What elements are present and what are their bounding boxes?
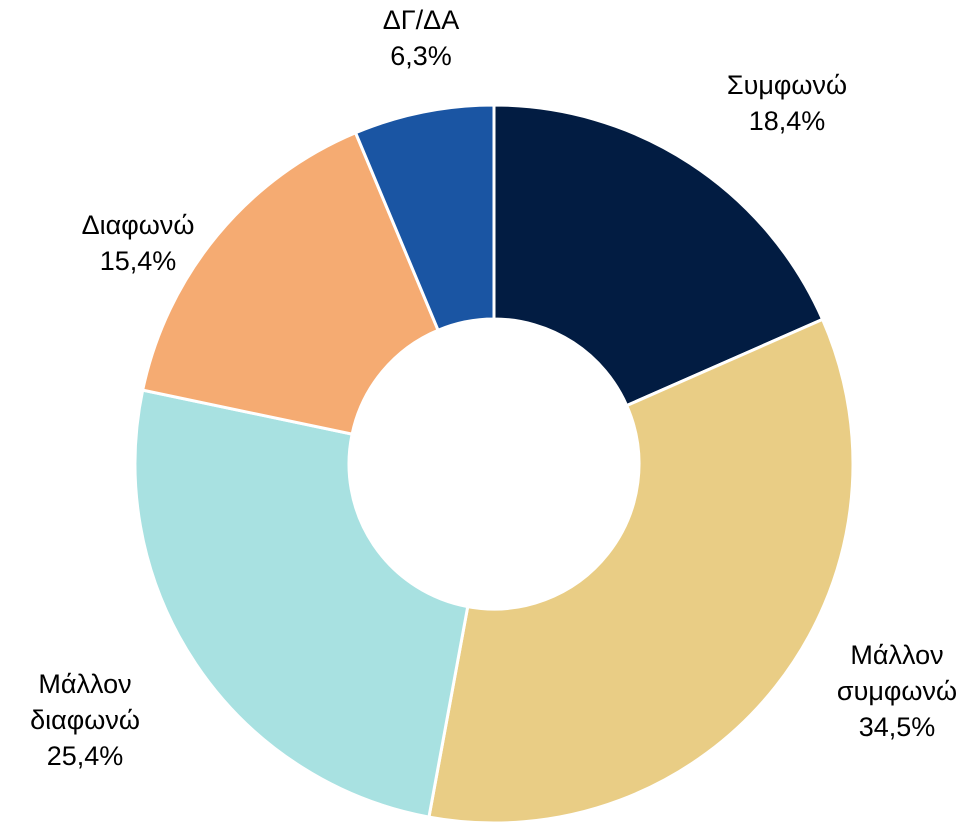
value-label: 6,3% [390,41,452,71]
slice-label: Μάλλον διαφωνώ 25,4% [5,666,165,774]
value-label: 34,5% [858,712,936,742]
slice-label: Μάλλον συμφωνώ 34,5% [817,637,974,745]
slice-label: Διαφωνώ 15,4% [58,207,218,279]
value-label: 25,4% [46,741,124,771]
donut-slice [133,388,470,819]
donut-slice [427,317,855,823]
donut-slice [492,103,825,408]
category-label: Μάλλον συμφωνώ [836,640,958,706]
category-label: Συμφωνώ [726,70,848,100]
donut-slice [353,103,496,333]
value-label: 15,4% [99,246,177,276]
slice-label: Συμφωνώ 18,4% [707,67,867,139]
donut-slice [140,130,441,436]
category-label: Διαφωνώ [81,210,195,240]
category-label: ΔΓ/ΔΑ [382,5,460,35]
slice-label: ΔΓ/ΔΑ 6,3% [341,2,501,74]
category-label: Μάλλον διαφωνώ [30,669,140,735]
value-label: 18,4% [748,106,826,136]
